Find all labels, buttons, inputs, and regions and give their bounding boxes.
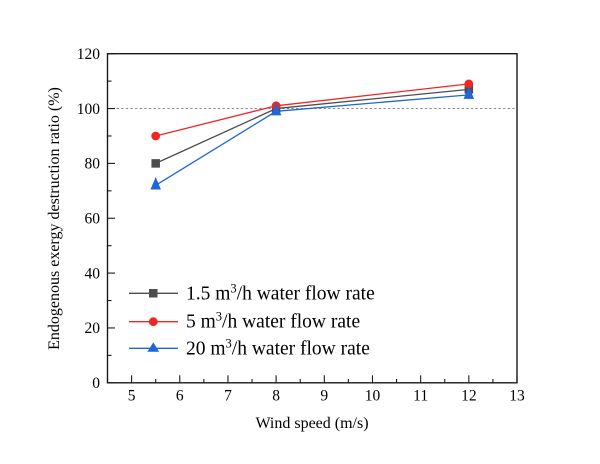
- svg-text:0: 0: [92, 375, 100, 392]
- svg-text:Wind speed (m/s): Wind speed (m/s): [255, 415, 368, 432]
- svg-text:80: 80: [85, 156, 101, 173]
- svg-text:120: 120: [77, 46, 101, 63]
- svg-text:20 m3/h water flow rate: 20 m3/h water flow rate: [186, 336, 370, 359]
- svg-text:Endogenous exergy destruction: Endogenous exergy destruction ratio (%): [46, 87, 63, 350]
- svg-text:8: 8: [272, 388, 280, 405]
- svg-text:10: 10: [365, 388, 381, 405]
- svg-text:7: 7: [224, 388, 232, 405]
- svg-text:12: 12: [461, 388, 477, 405]
- svg-text:13: 13: [509, 388, 525, 405]
- svg-text:100: 100: [77, 101, 101, 118]
- svg-text:20: 20: [85, 320, 101, 337]
- svg-text:40: 40: [85, 265, 101, 282]
- svg-text:9: 9: [320, 388, 328, 405]
- svg-text:5 m3/h water flow rate: 5 m3/h water flow rate: [186, 310, 360, 333]
- svg-text:60: 60: [85, 210, 101, 227]
- svg-text:11: 11: [413, 388, 428, 405]
- svg-text:1.5 m3/h water flow rate: 1.5 m3/h water flow rate: [186, 281, 375, 304]
- svg-text:6: 6: [176, 388, 184, 405]
- svg-text:5: 5: [128, 388, 136, 405]
